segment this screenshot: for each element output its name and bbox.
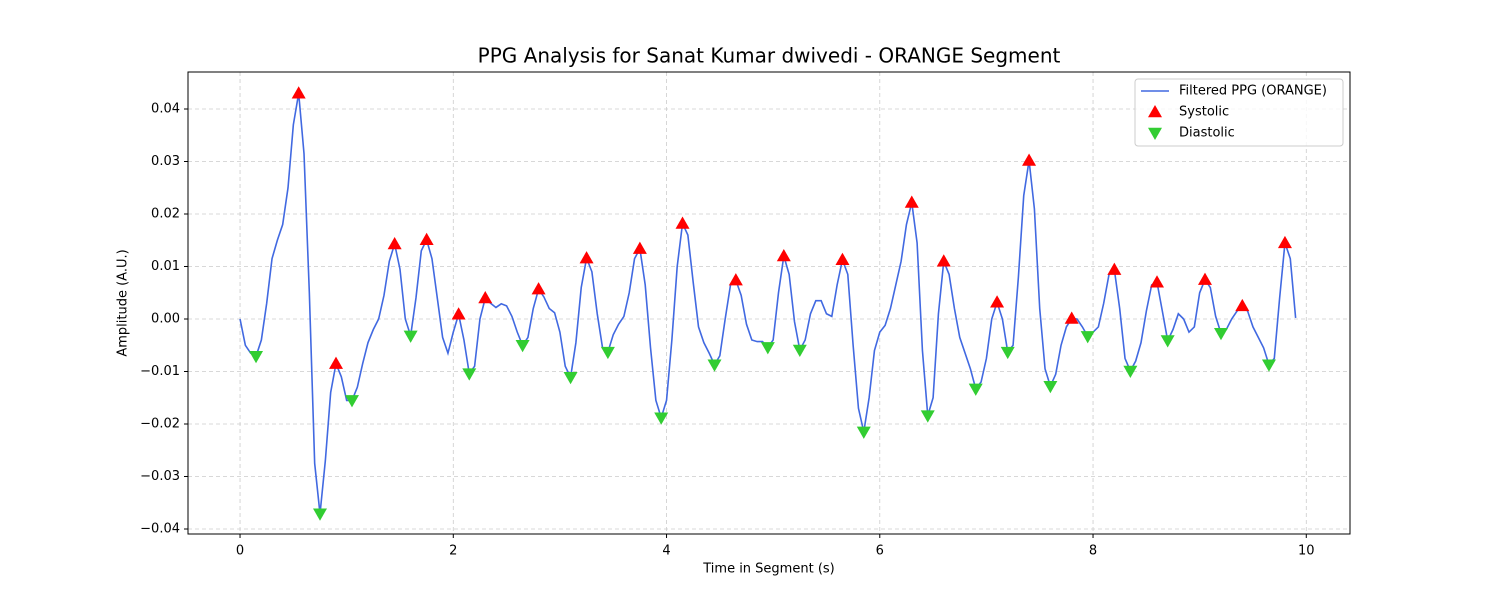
y-tick-label: 0.01: [151, 259, 180, 274]
legend: Filtered PPG (ORANGE) Systolic Diastolic: [1134, 78, 1344, 147]
x-tick-label: 4: [662, 544, 670, 559]
diastolic-marker: [1000, 346, 1015, 360]
diastolic-marker: [856, 426, 871, 439]
systolic-marker: [579, 251, 594, 264]
systolic-marker: [291, 86, 306, 99]
systolic-marker: [387, 236, 402, 250]
x-tick-label: 0: [236, 544, 244, 559]
diastolic-marker: [344, 395, 359, 408]
diastolic-marker: [920, 410, 935, 423]
diastolic-marker: [515, 340, 530, 353]
diastolic-marker: [968, 383, 983, 396]
y-tick-label: −0.04: [140, 522, 180, 537]
y-tick-label: −0.03: [140, 469, 180, 484]
plot-frame: [187, 71, 1351, 535]
systolic-marker: [675, 216, 690, 229]
legend-box: [1134, 78, 1344, 147]
x-tick-label: 2: [449, 544, 457, 559]
legend-label: Diastolic: [1179, 126, 1235, 141]
y-tick-label: 0.04: [151, 102, 180, 117]
y-tick-label: −0.01: [140, 364, 180, 379]
diastolic-marker: [1043, 380, 1058, 394]
systolic-marker: [419, 232, 434, 245]
systolic-marker: [478, 291, 493, 304]
diastolic-marker: [707, 359, 722, 372]
y-tick-label: 0.03: [151, 154, 180, 169]
diastolic-marker: [654, 412, 669, 425]
line: [239, 93, 1297, 514]
systolic-marker: [1022, 153, 1037, 166]
diastolic-marker: [1213, 327, 1228, 341]
diastolic-marker: [249, 351, 264, 364]
systolic-marker: [1107, 262, 1122, 275]
x-axis-label: Time in Segment (s): [702, 562, 834, 577]
systolic-marker: [531, 282, 546, 295]
systolic-marker: [632, 241, 647, 254]
diastolic-marker: [760, 342, 775, 355]
systolic-marker: [990, 295, 1005, 308]
systolic-marker: [1064, 311, 1079, 324]
x-tick-label: 6: [876, 544, 884, 559]
systolic-marker: [835, 252, 850, 265]
diastolic-marker: [403, 330, 418, 343]
systolic-marker: [328, 356, 343, 369]
diastolic-marker: [792, 344, 807, 357]
y-axis-label: Amplitude (A.U.): [116, 249, 131, 356]
systolic-marker: [451, 307, 466, 320]
y-tick-label: 0.00: [151, 312, 180, 327]
systolic-marker: [1235, 298, 1250, 312]
legend-label: Filtered PPG (ORANGE): [1179, 84, 1327, 99]
diastolic-marker: [1123, 365, 1138, 378]
y-tick-label: −0.02: [140, 417, 180, 432]
chart-title: PPG Analysis for Sanat Kumar dwivedi - O…: [478, 44, 1061, 68]
systolic-marker: [1277, 235, 1292, 249]
systolic-marker: [776, 249, 791, 262]
x-tick-label: 8: [1089, 544, 1097, 559]
legend-label: Systolic: [1179, 105, 1229, 120]
legend-swatch: [1148, 105, 1162, 118]
y-tick-label: 0.02: [151, 207, 180, 222]
diastolic-marker: [313, 508, 328, 521]
diastolic-marker: [1080, 331, 1095, 344]
diastolic-marker: [1160, 335, 1175, 348]
systolic-marker: [1197, 272, 1212, 285]
systolic-marker: [904, 195, 919, 208]
legend-swatch: [1148, 127, 1162, 140]
systolic-marker: [936, 254, 951, 267]
diastolic-marker: [563, 372, 578, 385]
systolic-marker: [728, 273, 743, 286]
diastolic-marker: [462, 368, 477, 381]
x-tick-label: 10: [1298, 544, 1315, 559]
systolic-marker: [1150, 275, 1165, 288]
diastolic-marker: [1261, 359, 1276, 372]
diastolic-marker: [600, 346, 615, 360]
